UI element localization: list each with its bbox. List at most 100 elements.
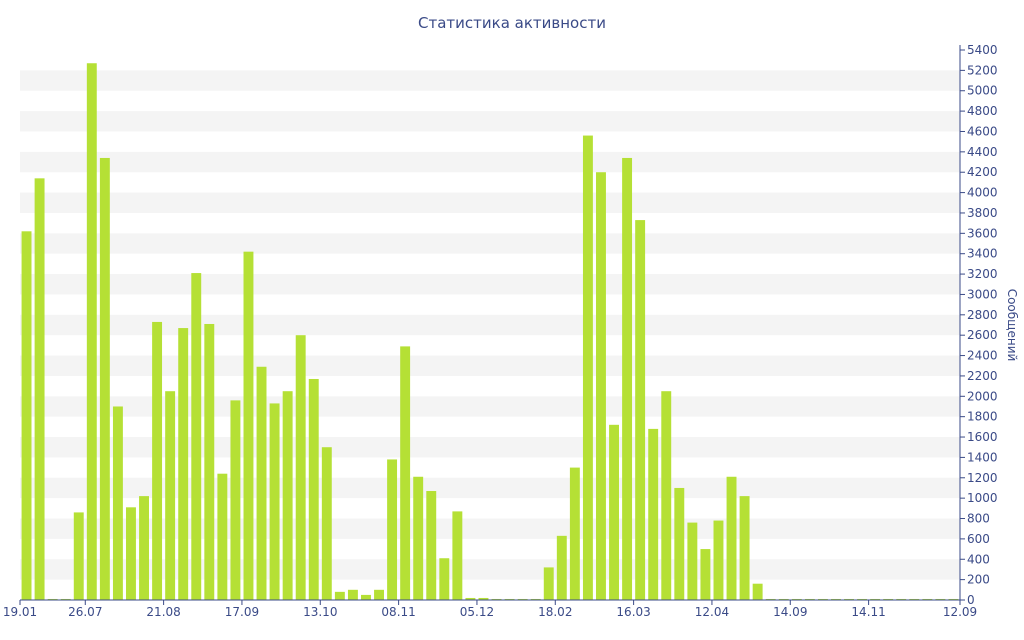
bar [387, 459, 398, 600]
bar [321, 447, 332, 600]
y-tick-label: 4200 [967, 165, 998, 179]
bar [191, 273, 202, 600]
bar [569, 467, 580, 600]
x-tick-label: 14.09 [773, 605, 807, 619]
bar [204, 323, 215, 600]
y-tick-label: 2200 [967, 369, 998, 383]
bar [896, 598, 907, 600]
grid-band [20, 111, 960, 132]
x-axis: 19.01 26.07 21.08 17.09 13.10 08.11 05.12 18.02… [3, 599, 977, 619]
bar [517, 598, 528, 600]
y-tick-label: 1200 [967, 471, 998, 485]
bar [152, 321, 163, 600]
bar [504, 598, 515, 600]
bar [700, 549, 711, 600]
bar [622, 157, 633, 600]
bar [347, 589, 358, 600]
bar [870, 598, 881, 600]
bar [21, 231, 32, 601]
bar [165, 391, 176, 600]
y-tick-label: 4000 [967, 186, 998, 200]
y-tick-label: 1800 [967, 410, 998, 424]
bar [34, 178, 45, 600]
bar [661, 391, 672, 600]
bar [935, 598, 946, 600]
y-tick-label: 1600 [967, 430, 998, 444]
bar [739, 496, 750, 600]
y-tick-label: 3200 [967, 267, 998, 281]
y-tick-label: 200 [967, 573, 990, 587]
bar [295, 335, 306, 600]
bar [99, 157, 110, 600]
bar [73, 512, 84, 600]
bar [948, 598, 959, 600]
bar [112, 406, 123, 600]
bar [791, 598, 802, 600]
bar [282, 391, 293, 600]
grid-band [20, 233, 960, 254]
y-tick-label: 600 [967, 532, 990, 546]
bar [804, 598, 815, 600]
x-tick-label: 19.01 [3, 605, 37, 619]
grid-band [20, 274, 960, 295]
bar [439, 558, 450, 600]
y-tick-label: 2400 [967, 349, 998, 363]
chart-title: Статистика активности [418, 14, 606, 32]
bar [909, 598, 920, 600]
bar [361, 594, 371, 600]
bar [426, 491, 437, 600]
x-tick-label: 14.11 [851, 605, 885, 619]
bar [413, 476, 424, 600]
y-tick-label: 2600 [967, 328, 998, 342]
y-tick-label: 3400 [967, 247, 998, 261]
y-tick-label: 3600 [967, 226, 998, 240]
bar [687, 522, 698, 600]
y-tick-label: 800 [967, 512, 990, 526]
y-tick-label: 4600 [967, 124, 998, 138]
y-tick-label: 3000 [967, 287, 998, 301]
bar [543, 567, 554, 600]
x-tick-label: 12.09 [943, 605, 977, 619]
bar [844, 598, 854, 600]
bar [596, 172, 606, 600]
x-tick-label: 21.08 [146, 605, 180, 619]
bar [60, 598, 71, 600]
bar [635, 220, 646, 600]
bar [765, 598, 776, 600]
x-tick-label: 05.12 [460, 605, 494, 619]
y-tick-label: 3800 [967, 206, 998, 220]
bar [230, 400, 241, 600]
y-tick-label: 5000 [967, 84, 998, 98]
x-tick-label: 18.02 [538, 605, 572, 619]
y-tick-label: 5200 [967, 63, 998, 77]
bar [883, 598, 894, 600]
bar [126, 507, 136, 600]
bar [713, 520, 724, 600]
x-tick-label: 16.03 [616, 605, 650, 619]
x-tick-label: 13.10 [303, 605, 337, 619]
bar [217, 473, 228, 600]
bar [530, 598, 541, 600]
bar [817, 598, 828, 600]
grid-band [20, 314, 960, 336]
bar [374, 589, 384, 600]
grid-band [20, 355, 960, 376]
grid-band [20, 192, 960, 213]
grid-band [20, 477, 960, 499]
x-tick-label: 17.09 [225, 605, 259, 619]
bar [86, 63, 97, 601]
bar [674, 487, 685, 600]
x-tick-label: 12.04 [695, 605, 729, 619]
bar [609, 424, 619, 600]
y-tick-label: 1400 [967, 450, 998, 464]
y-tick-label: 2000 [967, 389, 998, 403]
bar [243, 251, 254, 601]
y-tick-label: 0 [967, 593, 975, 607]
bar [308, 378, 319, 600]
grid-band [20, 70, 960, 91]
x-tick-label: 26.07 [68, 605, 102, 619]
bar [648, 428, 659, 600]
y-tick-label: 2800 [967, 308, 998, 322]
grid-band [20, 151, 960, 173]
bar [556, 535, 567, 600]
